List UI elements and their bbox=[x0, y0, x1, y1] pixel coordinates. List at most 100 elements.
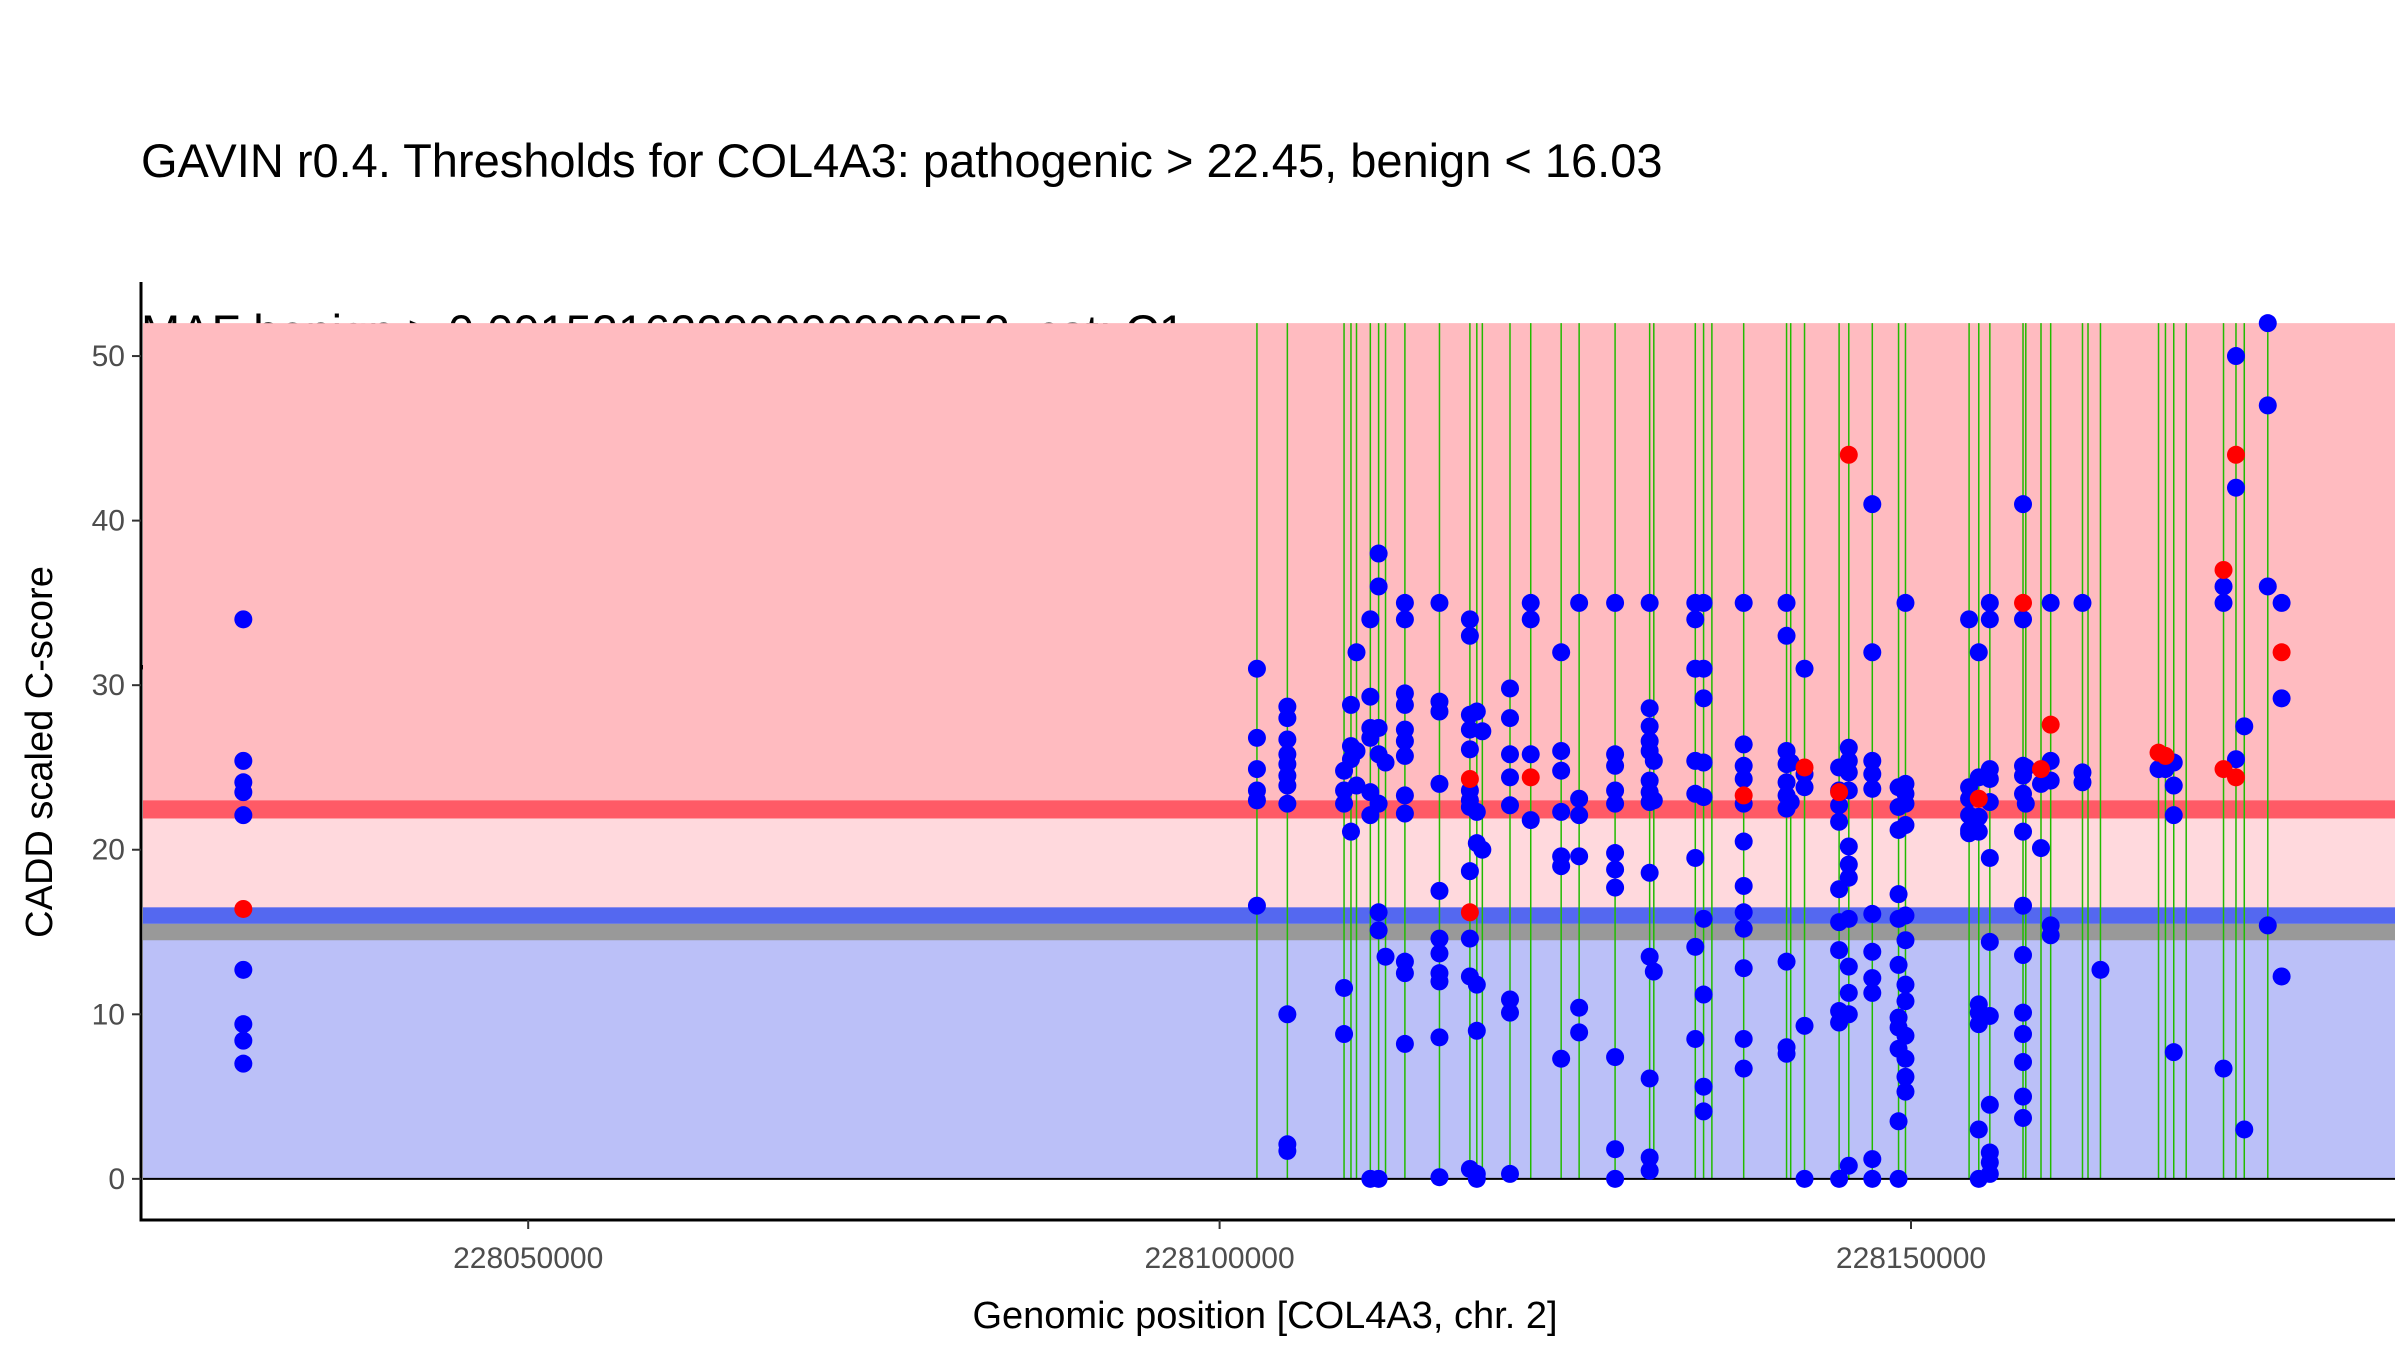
gnomad-variant-point bbox=[1980, 610, 1999, 629]
clinvar-pathogenic-point bbox=[2014, 593, 2033, 612]
gnomad-variant-point bbox=[1430, 1028, 1449, 1047]
gnomad-variant-point bbox=[1734, 1029, 1753, 1048]
gnomad-variant-point bbox=[1473, 722, 1492, 741]
gnomad-variant-point bbox=[1500, 768, 1519, 787]
gnomad-variant-point bbox=[1896, 1026, 1915, 1045]
gnomad-variant-point bbox=[1460, 626, 1479, 645]
clinvar-pathogenic-point bbox=[1734, 786, 1753, 805]
gnomad-variant-point bbox=[1839, 983, 1858, 1002]
gnomad-variant-point bbox=[1467, 802, 1486, 821]
gnomad-variant-point bbox=[1335, 1025, 1354, 1044]
clinvar-pathogenic-point bbox=[1969, 789, 1988, 808]
gnomad-variant-point bbox=[2258, 314, 2277, 333]
gnomad-variant-point bbox=[1278, 1141, 1297, 1160]
gnomad-variant-point bbox=[1473, 840, 1492, 859]
gnomad-variant-point bbox=[2041, 926, 2060, 945]
gnomad-variant-point bbox=[1500, 1003, 1519, 1022]
y-axis-title: CADD scaled C-score bbox=[19, 566, 61, 938]
gnomad-variant-point bbox=[1777, 773, 1796, 792]
gnomad-variant-point bbox=[2164, 806, 2183, 825]
gnomad-variant-point bbox=[1980, 593, 1999, 612]
gnomad-variant-point bbox=[1347, 742, 1366, 760]
gnomad-variant-point bbox=[2258, 577, 2277, 596]
gnomad-variant-point bbox=[1552, 802, 1571, 821]
clinvar-pathogenic-point bbox=[2031, 760, 2050, 779]
gnomad-variant-point bbox=[1694, 909, 1713, 928]
x-tick-label: 228050000 bbox=[453, 1242, 603, 1275]
gnomad-variant-point bbox=[1734, 832, 1753, 851]
gnomad-variant-point bbox=[1467, 1169, 1486, 1188]
gnomad-variant-point bbox=[1460, 862, 1479, 881]
x-axis-ticks: 228050000 228100000 228150000 bbox=[453, 1220, 1986, 1275]
gnomad-variant-point bbox=[1606, 794, 1625, 813]
gnomad-variant-point bbox=[1830, 796, 1849, 815]
gnomad-variant-point bbox=[1896, 931, 1915, 950]
gnomad-variant-point bbox=[1969, 822, 1988, 841]
y-tick-label: 50 bbox=[92, 340, 125, 373]
gnomad-variant-point bbox=[1395, 804, 1414, 823]
gnomad-variant-point bbox=[1369, 577, 1388, 596]
gnomad-variant-point bbox=[1795, 659, 1814, 678]
y-tick-label: 10 bbox=[92, 998, 125, 1031]
gnomad-variant-point bbox=[1644, 962, 1663, 981]
gnomad-variant-point bbox=[2258, 396, 2277, 415]
gnomad-variant-point bbox=[1694, 1102, 1713, 1121]
gnomad-variant-point bbox=[1863, 495, 1882, 514]
gnomad-variant-point bbox=[1734, 959, 1753, 978]
gnomad-variant-point bbox=[1570, 789, 1589, 808]
gnomad-variant-point bbox=[1734, 919, 1753, 938]
gnomad-variant-point bbox=[1839, 855, 1858, 874]
gnomad-variant-point bbox=[1980, 1164, 1999, 1183]
gnomad-variant-point bbox=[1777, 593, 1796, 612]
gnomad-variant-point bbox=[1467, 975, 1486, 994]
gnomad-variant-point bbox=[234, 1054, 253, 1073]
gnomad-variant-point bbox=[1777, 952, 1796, 971]
gnomad-variant-point bbox=[1552, 742, 1571, 760]
gnomad-variant-point bbox=[1552, 857, 1571, 876]
gnomad-variant-point bbox=[1863, 969, 1882, 988]
gnomad-variant-point bbox=[1521, 811, 1540, 830]
gnomad-variant-point bbox=[2031, 839, 2050, 858]
gnomad-variant-point bbox=[1777, 1044, 1796, 1063]
title-line-1: GAVIN r0.4. Thresholds for COL4A3: patho… bbox=[141, 134, 1663, 187]
gnomad-variant-point bbox=[1460, 929, 1479, 948]
gnomad-variant-point bbox=[1969, 643, 1988, 662]
gnomad-variant-point bbox=[1694, 659, 1713, 678]
clinvar-pathogenic-point bbox=[1795, 758, 1814, 777]
gnomad-variant-point bbox=[1896, 1049, 1915, 1068]
gnomad-variant-point bbox=[234, 610, 253, 629]
gnomad-variant-point bbox=[1694, 985, 1713, 1004]
gnomad-variant-point bbox=[1430, 929, 1449, 948]
gnomad-variant-point bbox=[1347, 643, 1366, 662]
gnomad-variant-point bbox=[1430, 593, 1449, 612]
gnomad-variant-point bbox=[1839, 1156, 1858, 1175]
gnomad-variant-point bbox=[1694, 753, 1713, 772]
gnomad-variant-point bbox=[2014, 495, 2033, 514]
gnomad-variant-point bbox=[1960, 610, 1979, 629]
gnomad-variant-point bbox=[1500, 796, 1519, 815]
gnomad-variant-point bbox=[1395, 695, 1414, 714]
intermediate-zone bbox=[143, 809, 2395, 916]
gnomad-variant-point bbox=[1395, 786, 1414, 805]
gnomad-variant-point bbox=[1247, 760, 1266, 779]
gnomad-variant-point bbox=[1640, 593, 1659, 612]
gnomad-variant-point bbox=[234, 1015, 253, 1034]
gnomad-variant-point bbox=[2214, 1059, 2233, 1078]
pathogenic-threshold-band bbox=[143, 800, 2395, 819]
gnomad-variant-point bbox=[1889, 1112, 1908, 1131]
y-axis-ticks: 0 10 20 30 40 50 bbox=[92, 340, 141, 1196]
gnomad-variant-point bbox=[1552, 1049, 1571, 1068]
gnomad-variant-point bbox=[1606, 781, 1625, 800]
gnomad-variant-point bbox=[1606, 1169, 1625, 1188]
gnomad-variant-point bbox=[1863, 779, 1882, 798]
gnomad-variant-point bbox=[2272, 689, 2291, 708]
gnomad-variant-point bbox=[2226, 478, 2245, 497]
gnomad-variant-point bbox=[1889, 885, 1908, 904]
gnomad-variant-point bbox=[1640, 863, 1659, 882]
gnomad-variant-point bbox=[234, 783, 253, 802]
gnomad-variant-point bbox=[1606, 1048, 1625, 1067]
gnomad-variant-point bbox=[2014, 822, 2033, 841]
gnomad-variant-point bbox=[1839, 763, 1858, 782]
gnomad-variant-point bbox=[1795, 1169, 1814, 1188]
gnomad-variant-point bbox=[1430, 944, 1449, 963]
